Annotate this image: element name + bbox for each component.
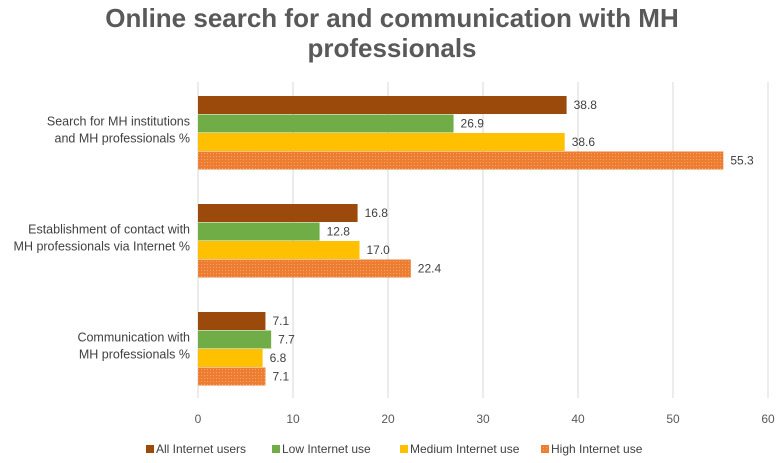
bar xyxy=(198,133,565,151)
category-label: MH professionals via Internet % xyxy=(14,240,190,254)
legend: All Internet users Low Internet use Medium… xyxy=(146,442,643,456)
bar xyxy=(198,204,358,222)
data-label: 26.9 xyxy=(461,117,485,131)
category-label: MH professionals % xyxy=(79,348,190,362)
data-label: 12.8 xyxy=(327,225,351,239)
bar xyxy=(198,312,266,330)
bar xyxy=(198,96,567,114)
chart-title-line-2: professionals xyxy=(307,33,476,63)
x-tick-label: 0 xyxy=(195,412,202,426)
category-label: Search for MH institutions xyxy=(47,115,190,129)
legend-swatch xyxy=(541,445,549,453)
legend-label: All Internet users xyxy=(156,442,246,456)
legend-label: High Internet use xyxy=(551,442,643,456)
legend-swatch xyxy=(146,445,154,453)
data-label: 38.6 xyxy=(572,135,596,149)
bar xyxy=(198,151,724,170)
bars xyxy=(198,96,724,386)
x-tick-label: 40 xyxy=(571,412,585,426)
data-label: 17.0 xyxy=(367,243,391,257)
x-tick-label: 30 xyxy=(476,412,490,426)
bar xyxy=(198,330,272,349)
bar xyxy=(198,241,360,259)
x-tick-label: 50 xyxy=(666,412,680,426)
data-label: 7.1 xyxy=(272,370,289,384)
data-label: 7.1 xyxy=(272,314,289,328)
data-label: 6.8 xyxy=(270,351,287,365)
bar xyxy=(198,114,454,133)
data-label: 22.4 xyxy=(418,262,442,276)
category-label: Establishment of contact with xyxy=(28,223,190,237)
x-tick-label: 10 xyxy=(286,412,300,426)
legend-swatch xyxy=(272,445,280,453)
legend-label: Low Internet use xyxy=(282,442,371,456)
bar xyxy=(198,367,266,386)
data-label: 38.8 xyxy=(574,98,598,112)
category-label: and MH professionals % xyxy=(55,132,190,146)
chart-title-line-1: Online search for and communication with… xyxy=(105,3,679,33)
bar xyxy=(198,259,411,278)
data-label: 16.8 xyxy=(365,206,389,220)
category-label: Communication with xyxy=(77,331,190,345)
legend-swatch xyxy=(400,445,408,453)
x-tick-label: 20 xyxy=(381,412,395,426)
x-tick-label: 60 xyxy=(761,412,775,426)
labels: 0 10 20 30 40 50 60 Search for MH institutions a… xyxy=(14,98,775,426)
data-label: 7.7 xyxy=(278,333,295,347)
data-label: 55.3 xyxy=(730,154,754,168)
bar xyxy=(198,349,263,367)
bar xyxy=(198,222,320,241)
legend-label: Medium Internet use xyxy=(410,442,520,456)
